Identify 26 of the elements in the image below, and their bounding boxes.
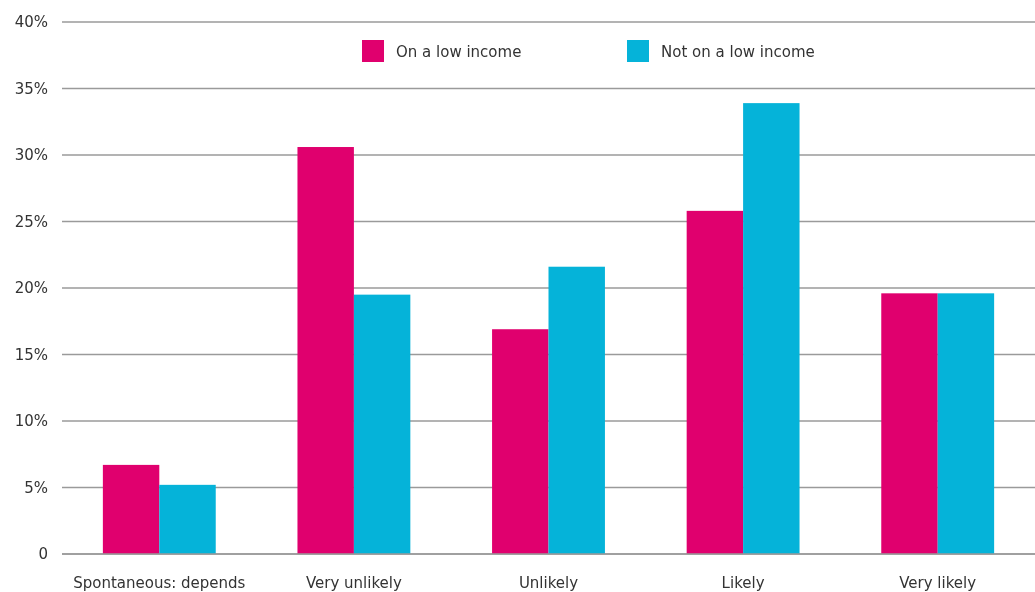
bar xyxy=(102,464,160,554)
bar xyxy=(881,293,938,554)
bar xyxy=(686,210,744,554)
y-tick-label: 25% xyxy=(14,212,48,231)
x-tick-label: Spontaneous: depends xyxy=(73,574,246,592)
y-tick-label: 40% xyxy=(14,13,48,32)
x-tick-label: Unlikely xyxy=(518,574,579,592)
y-tick-label: 30% xyxy=(14,146,48,165)
y-tick-label: 20% xyxy=(14,279,48,298)
legend-label: On a low income xyxy=(396,43,522,62)
y-tick-label: 35% xyxy=(14,79,48,98)
y-tick-label: 10% xyxy=(14,412,48,431)
bar xyxy=(353,294,411,554)
bar xyxy=(548,266,605,554)
bar xyxy=(937,293,995,554)
x-tick-label: Likely xyxy=(721,574,765,592)
y-tick-label: 15% xyxy=(14,345,48,364)
x-tick-label: Very likely xyxy=(899,574,977,592)
bar xyxy=(743,103,800,554)
y-tick-label: 0 xyxy=(38,545,48,564)
x-tick-label: Very unlikely xyxy=(305,574,402,592)
bar xyxy=(492,329,549,554)
y-tick-label: 5% xyxy=(24,478,48,497)
legend-label: Not on a low income xyxy=(661,43,815,62)
bar xyxy=(297,147,354,554)
bar xyxy=(159,484,216,554)
